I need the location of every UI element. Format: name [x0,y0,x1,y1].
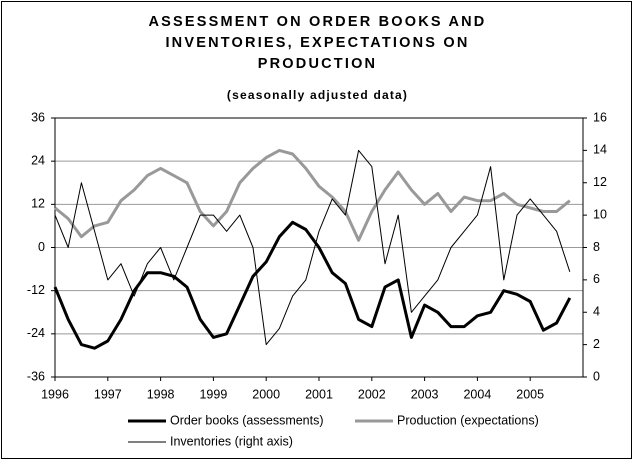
plot-area [54,117,584,378]
y-tick-label: -24 [27,326,45,340]
legend-label: Order books (assessments) [170,413,324,427]
y-tick-label: 24 [31,153,45,167]
x-tick-label: 2002 [358,387,386,401]
x-tick-label: 2003 [411,387,439,401]
y-tick-label: -12 [27,283,45,297]
y-tick-label: 0 [38,240,45,254]
series-line [54,148,571,242]
x-tick-label: 2005 [516,387,544,401]
y2-tick-label: 0 [593,369,600,383]
y2-tick-label: 14 [593,143,607,157]
legend-label: Production (expectations) [397,413,539,427]
y2-tick-label: 12 [593,175,607,189]
y-tick-label: 36 [31,110,45,124]
y2-tick-label: 10 [593,207,607,221]
y-tick-label: -36 [27,369,45,383]
y2-tick-label: 2 [593,337,600,351]
y2-tick-label: 4 [593,305,600,319]
series-line [54,149,571,346]
x-tick-label: 2004 [463,387,491,401]
x-tick-label: 1996 [41,387,69,401]
chart-subtitle: (seasonally adjusted data) [226,88,409,102]
x-tick-label: 2000 [252,387,280,401]
legend-label: Inventories (right axis) [170,434,293,448]
y2-tick-label: 16 [593,110,607,124]
y2-tick-label: 8 [593,240,600,254]
y2-tick-label: 6 [593,272,600,286]
x-tick-label: 1997 [94,387,122,401]
x-tick-label: 2001 [305,387,333,401]
series-line [53,220,572,350]
x-tick-label: 1999 [199,387,227,401]
x-tick-label: 1998 [147,387,175,401]
chart-title: ASSESSMENT ON ORDER BOOKS AND INVENTORIE… [148,14,487,72]
y-tick-label: 12 [31,197,45,211]
